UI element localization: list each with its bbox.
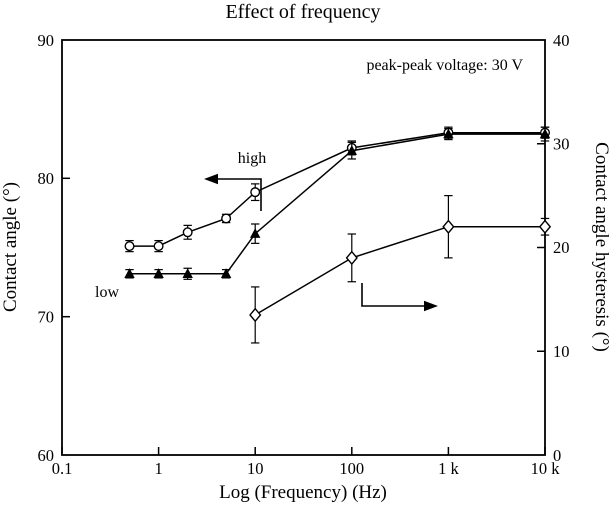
- filled-triangle-marker: [220, 268, 232, 278]
- filled-triangle-marker: [443, 128, 454, 139]
- arrowhead-right-icon: [424, 300, 438, 312]
- filled-triangle-marker: [153, 268, 164, 278]
- open-circle-marker: [221, 213, 232, 224]
- open-circle-marker: [153, 241, 164, 252]
- y-right-tick-label: 0: [553, 446, 561, 465]
- open-circle-marker: [124, 241, 135, 252]
- series-layer: [124, 126, 552, 344]
- filled-triangle-marker: [250, 228, 261, 238]
- open-circle-marker: [182, 227, 193, 238]
- plot-frame: [61, 39, 546, 456]
- low-curve-label: low: [95, 284, 119, 301]
- y-right-tick-label: 10: [553, 342, 570, 361]
- y-right-ticks: [537, 143, 545, 352]
- x-axis-ticks: [61, 447, 546, 455]
- y-right-axis-label: Contact angle hysteresis (°): [591, 142, 609, 352]
- x-tick-label: 1: [154, 459, 162, 478]
- right-axis-arrow: [361, 283, 438, 312]
- y-left-tick-label: 60: [38, 446, 55, 465]
- filled-triangle-marker: [124, 268, 135, 278]
- x-tick-label: 10: [247, 459, 264, 478]
- filled-triangle-marker: [346, 145, 357, 155]
- series-line: [129, 133, 545, 275]
- open-diamond-marker: [538, 219, 552, 235]
- x-tick-label: 0.1: [52, 459, 73, 478]
- series-line: [254, 225, 545, 316]
- y-right-tick-label: 20: [553, 238, 570, 257]
- open-circle-marker: [250, 187, 261, 198]
- open-diamond-marker: [249, 307, 262, 323]
- open-diamond-marker: [345, 250, 358, 266]
- filled-triangle-marker: [182, 268, 193, 278]
- y-left-tick-label: 70: [38, 308, 55, 327]
- filled-triangle-marker: [539, 128, 551, 139]
- series-line: [129, 131, 545, 247]
- y-left-ticks: [62, 177, 70, 318]
- x-axis-label: Log (Frequency) (Hz): [219, 482, 387, 503]
- chart-title: Effect of frequency: [225, 1, 380, 23]
- y-right-tick-label: 40: [553, 31, 570, 50]
- x-tick-label: 1 k: [438, 459, 459, 478]
- voltage-annotation: peak-peak voltage: 30 V: [366, 57, 523, 74]
- x-tick-label: 10 k: [531, 459, 561, 478]
- left-axis-arrow: [204, 173, 262, 211]
- high-curve-label: high: [238, 150, 266, 167]
- y-left-tick-label: 80: [38, 169, 55, 188]
- y-left-tick-label: 90: [38, 31, 55, 50]
- arrowhead-left-icon: [204, 173, 218, 185]
- open-diamond-marker: [442, 219, 455, 235]
- y-left-axis-label: Contact angle (°): [0, 182, 21, 312]
- y-right-tick-label: 30: [553, 135, 570, 154]
- x-tick-label: 100: [339, 459, 364, 478]
